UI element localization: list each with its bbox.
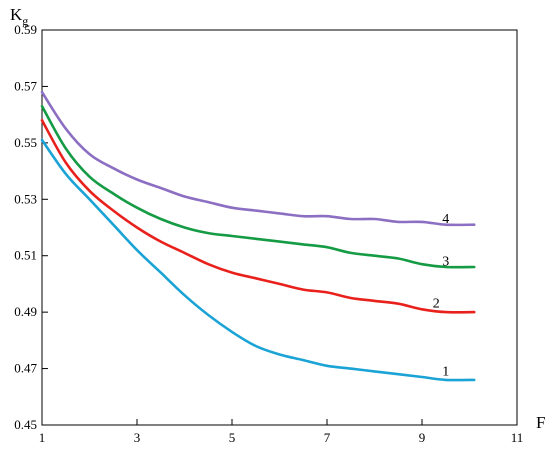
y-tick-label: 0.57 — [14, 78, 37, 93]
series-labels: 1 2 3 4 — [433, 212, 450, 379]
series-line-1 — [40, 138, 476, 382]
series-label-3: 3 — [442, 254, 449, 269]
series-lines — [40, 90, 476, 382]
series-line-4 — [40, 90, 476, 227]
y-axis-label-subscript: g — [22, 14, 28, 28]
series-line-3 — [40, 104, 476, 269]
x-tick-label: 3 — [134, 430, 141, 445]
x-tick-label: 5 — [229, 430, 236, 445]
y-axis-label: Kg — [10, 5, 28, 28]
series-label-4: 4 — [442, 212, 449, 227]
axis-ticks — [41, 29, 518, 426]
x-axis-label: F — [536, 413, 545, 432]
series-line-2 — [40, 119, 476, 314]
y-axis-label-main: K — [10, 5, 23, 24]
y-tick-label: 0.45 — [14, 417, 37, 432]
x-tick-label: 7 — [324, 430, 331, 445]
y-tick-label: 0.55 — [14, 135, 37, 150]
series-label-1: 1 — [442, 364, 449, 379]
y-tick-label: 0.49 — [14, 304, 37, 319]
y-tick-label: 0.47 — [14, 361, 37, 376]
x-tick-label: 1 — [39, 430, 46, 445]
x-tick-label: 9 — [419, 430, 426, 445]
plot-frame — [41, 29, 518, 426]
y-tick-label: 0.59 — [14, 22, 37, 37]
y-tick-label: 0.51 — [14, 248, 37, 263]
series-label-2: 2 — [433, 297, 440, 312]
x-tick-label: 11 — [511, 430, 524, 445]
axis-tick-labels: 0.45 0.47 0.49 0.51 0.53 0.55 0.57 0.59 1 3 5 7 9 11 — [14, 22, 523, 445]
y-tick-label: 0.53 — [14, 191, 37, 206]
